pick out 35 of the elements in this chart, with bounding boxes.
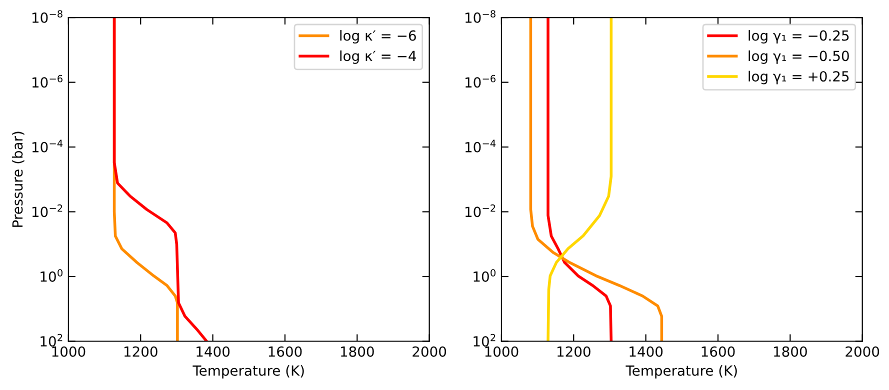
- x-axis-title: Temperature (K): [192, 365, 304, 379]
- x-tick-label: 1400: [630, 346, 663, 357]
- legend-label: log γ₁ = −0.50: [748, 50, 849, 64]
- x-tick-label: 1600: [702, 346, 735, 357]
- y-tick-label: 10$^{0}$: [474, 269, 496, 282]
- x-tick-label: 1600: [268, 346, 302, 357]
- legend-label: log γ₁ = −0.25: [748, 30, 849, 44]
- x-tick-label: 1200: [558, 346, 590, 357]
- y-tick-label: 10$^{−2}$: [32, 204, 62, 218]
- x-tick-label: 2000: [846, 346, 880, 357]
- y-tick-label: 10$^{2}$: [40, 334, 62, 347]
- y-tick-label: 10$^{−2}$: [466, 204, 496, 218]
- x-tick-label: 2000: [412, 346, 446, 357]
- x-tick-label: 1000: [52, 346, 86, 357]
- line-series: [546, 18, 613, 342]
- y-tick-label: 10$^{−8}$: [32, 10, 62, 23]
- line-series: [529, 18, 664, 342]
- y-tick-label: 10$^{−6}$: [32, 74, 62, 88]
- y-tick-label: 10$^{0}$: [40, 269, 62, 282]
- line-series: [112, 18, 208, 342]
- x-tick-label: 1200: [124, 346, 158, 357]
- x-tick-label: 1000: [485, 346, 518, 357]
- y-tick-label: 10$^{−4}$: [32, 140, 63, 152]
- legend-label: log κ′ = −4: [340, 50, 416, 64]
- y-axis-title: Pressure (bar): [12, 132, 24, 227]
- y-tick-label: 10$^{−6}$: [466, 74, 496, 88]
- y-tick-label: 10$^{−4}$: [466, 140, 496, 152]
- x-tick-label: 1800: [774, 346, 807, 357]
- legend-label: log γ₁ = +0.25: [748, 70, 849, 84]
- x-axis-title: Temperature (K): [626, 365, 737, 379]
- x-tick-label: 1400: [196, 346, 230, 357]
- y-tick-label: 10$^{2}$: [474, 334, 496, 347]
- legend-label: log κ′ = −6: [340, 30, 416, 44]
- y-tick-label: 10$^{−8}$: [466, 10, 496, 23]
- x-tick-label: 1800: [340, 346, 374, 357]
